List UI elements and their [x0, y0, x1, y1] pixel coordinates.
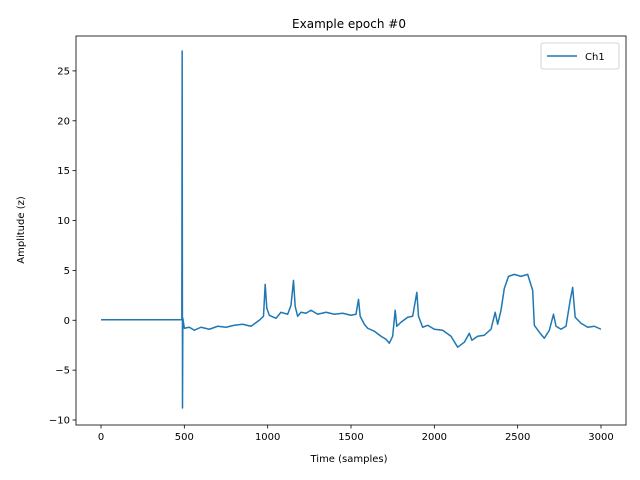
x-axis-label: Time (samples) [309, 454, 387, 465]
x-axis: 0 500 1000 1500 2000 2500 3000 [98, 425, 614, 443]
legend-box [540, 42, 620, 70]
y-tick-label: 15 [57, 166, 70, 177]
y-tick-label: 10 [57, 216, 70, 227]
x-tick-label: 2000 [422, 432, 447, 443]
legend: Ch1 [540, 42, 620, 70]
y-tick-label: −5 [55, 366, 70, 377]
series-line-ch1 [101, 50, 602, 409]
x-tick-label: 0 [98, 432, 104, 443]
y-tick-label: 5 [64, 266, 70, 277]
y-tick-label: −10 [49, 416, 70, 427]
x-tick-label: 1000 [255, 432, 280, 443]
y-tick-label: 20 [57, 116, 70, 127]
y-axis: −10 −5 0 5 10 15 20 25 [49, 66, 76, 427]
x-tick-label: 2500 [505, 432, 530, 443]
y-tick-label: 25 [57, 66, 70, 77]
chart-title: Example epoch #0 [292, 17, 406, 31]
y-axis-label: Amplitude (z) [16, 196, 27, 264]
x-tick-label: 1500 [338, 432, 363, 443]
plot-area [101, 50, 602, 409]
y-tick-label: 0 [64, 316, 70, 327]
x-tick-label: 3000 [588, 432, 613, 443]
x-tick-label: 500 [175, 432, 194, 443]
legend-label-ch1: Ch1 [585, 52, 605, 63]
